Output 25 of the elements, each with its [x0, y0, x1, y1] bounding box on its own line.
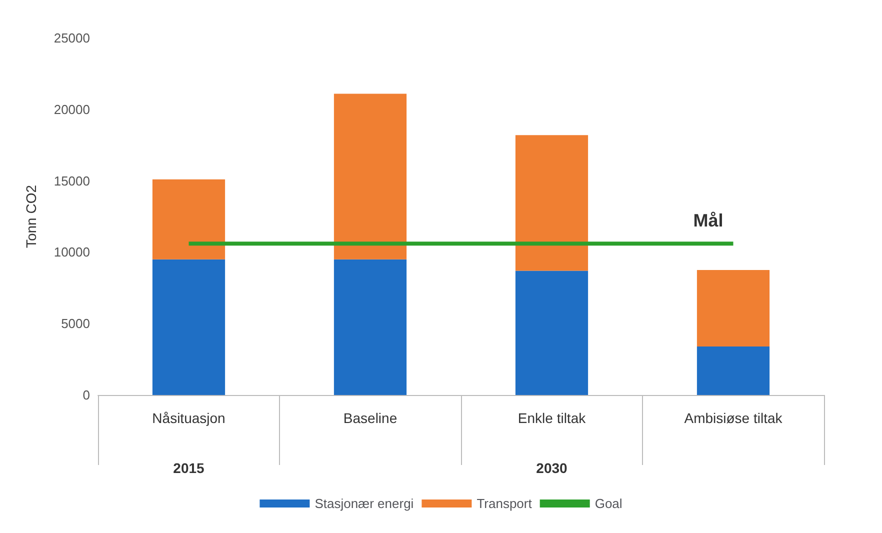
legend-label: Transport [476, 496, 532, 511]
bar [515, 270, 588, 395]
text: 2015 [173, 460, 205, 476]
y-tick-label: 5000 [61, 316, 90, 332]
legend-label: Stasjonær energi [314, 496, 414, 511]
x-tick-label: Baseline [343, 410, 398, 426]
text: 2030 [536, 460, 568, 476]
bar [696, 346, 770, 395]
x-tick-label: Nåsituasjon [152, 410, 226, 426]
y-tick-label: 15000 [54, 173, 90, 188]
bar [515, 135, 588, 271]
annotation: Mål [693, 210, 724, 231]
bar [334, 259, 407, 395]
bar [696, 270, 770, 346]
y-tick-label: 25000 [54, 30, 90, 46]
y-tick-label: 10000 [54, 244, 90, 260]
y-axis-title: Tonn CO2 [23, 184, 39, 248]
bar [152, 259, 226, 395]
y-tick-label: 0 [82, 388, 90, 402]
y-tick-label: 20000 [54, 102, 90, 117]
x-tick-label: Ambisiøse tiltak [684, 410, 784, 426]
bar [334, 94, 407, 260]
bar [152, 179, 226, 260]
x-tick-label: Enkle tiltak [518, 410, 587, 426]
legend-label: Goal [594, 496, 622, 511]
